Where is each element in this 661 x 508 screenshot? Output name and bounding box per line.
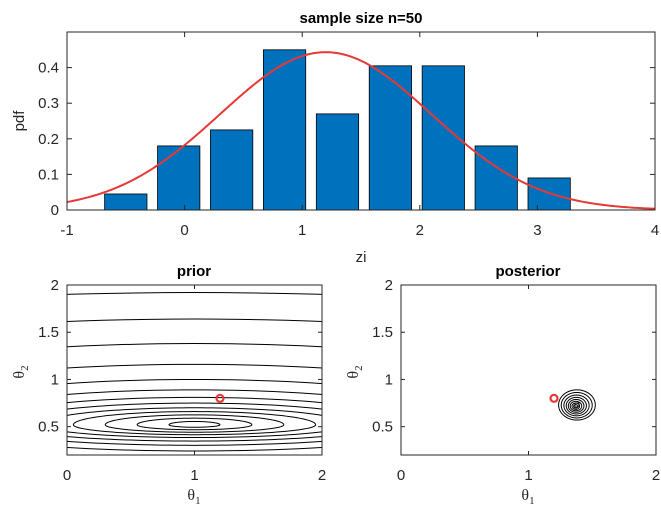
histogram-bar-0 xyxy=(104,193,148,211)
prior-y-label: θ2 xyxy=(11,365,31,378)
prior-true-value-marker xyxy=(215,393,225,403)
posterior-y-tick-label-2: 1.5 xyxy=(372,324,393,341)
prior-x-tick-label-1: 1 xyxy=(190,467,198,484)
histogram-axes-box xyxy=(66,31,656,211)
posterior-y-tick-label-3: 2 xyxy=(385,277,393,294)
posterior-contour-4 xyxy=(567,398,585,413)
posterior-x-label: θ1 xyxy=(521,487,534,507)
histogram-y-tick-label-2: 0.2 xyxy=(38,131,59,148)
histogram-x-tick-label-4: 3 xyxy=(533,222,541,239)
posterior-title: posterior xyxy=(495,263,560,280)
histogram-plot-area xyxy=(66,49,656,211)
prior-x-label-sub: 1 xyxy=(195,495,201,507)
prior-contour-2 xyxy=(104,414,285,433)
histogram-panel: sample size n=50 -1 0 1 2 3 4 00.10.20.30.4 z… xyxy=(11,10,659,266)
prior-contour-4 xyxy=(67,407,322,439)
posterior-y-tick-label-1: 1 xyxy=(385,371,393,388)
histogram-title: sample size n=50 xyxy=(300,10,423,27)
histogram-y-tick-label-0: 0 xyxy=(51,202,59,219)
posterior-y-label-main: θ xyxy=(345,371,362,379)
prior-y-ticks: 0.5 1 1.5 2 xyxy=(38,277,322,436)
prior-title: prior xyxy=(177,263,211,280)
posterior-x-label-main: θ xyxy=(521,487,529,504)
prior-y-tick-label-0: 0.5 xyxy=(38,419,59,436)
posterior-x-tick-label-2: 2 xyxy=(652,467,660,484)
prior-y-label-sub: 2 xyxy=(19,365,31,371)
prior-x-tick-label-0: 0 xyxy=(63,467,71,484)
histogram-bar-4 xyxy=(315,113,360,211)
histogram-y-tick-label-3: 0.3 xyxy=(38,95,59,112)
histogram-x-tick-label-0: -1 xyxy=(60,222,73,239)
prior-contour-1 xyxy=(136,417,253,431)
prior-x-ticks: 0 1 2 xyxy=(63,285,326,484)
prior-y-tick-label-3: 2 xyxy=(51,277,59,294)
posterior-y-tick-label-0: 0.5 xyxy=(372,419,393,436)
prior-contour-3 xyxy=(72,411,317,436)
posterior-contour-6 xyxy=(571,402,581,410)
prior-x-tick-label-2: 2 xyxy=(318,467,326,484)
prior-y-label-main: θ xyxy=(11,371,28,379)
posterior-x-tick-label-1: 1 xyxy=(524,467,532,484)
posterior-x-ticks: 0 1 2 xyxy=(397,285,660,484)
histogram-bar-2 xyxy=(210,129,254,211)
posterior-x-tick-label-0: 0 xyxy=(397,467,405,484)
histogram-y-tick-label-1: 0.1 xyxy=(38,166,59,183)
histogram-y-ticks: 0 0.1 0.2 0.3 0.4 xyxy=(38,60,655,219)
histogram-bar-1 xyxy=(157,145,201,211)
histogram-x-tick-label-1: 0 xyxy=(180,222,188,239)
histogram-y-tick-label-4: 0.4 xyxy=(38,60,59,77)
posterior-contour-5 xyxy=(569,400,583,412)
posterior-contour-7 xyxy=(573,404,579,409)
posterior-true-value-marker xyxy=(549,393,559,403)
histogram-x-tick-label-3: 2 xyxy=(416,222,424,239)
posterior-contour-2 xyxy=(563,394,590,417)
posterior-contour-3 xyxy=(565,396,587,415)
histogram-bar-5 xyxy=(368,65,412,211)
prior-y-tick-label-2: 1.5 xyxy=(38,324,59,341)
prior-y-tick-label-1: 1 xyxy=(51,371,59,388)
posterior-y-ticks: 0.5 1 1.5 2 xyxy=(372,277,656,436)
prior-contour-0 xyxy=(168,420,221,428)
histogram-x-ticks: -1 0 1 2 3 4 xyxy=(60,32,659,239)
posterior-x-label-sub: 1 xyxy=(529,495,535,507)
posterior-contour-1 xyxy=(560,391,593,419)
posterior-contour-0 xyxy=(558,389,596,421)
posterior-mode-point xyxy=(574,402,580,408)
histogram-y-label: pdf xyxy=(11,110,28,132)
histogram-x-label: zi xyxy=(356,249,367,266)
histogram-x-tick-label-5: 4 xyxy=(651,222,659,239)
histogram-x-tick-label-2: 1 xyxy=(298,222,306,239)
posterior-y-label-sub: 2 xyxy=(353,365,365,371)
posterior-contours xyxy=(549,389,596,421)
posterior-y-label: θ2 xyxy=(345,365,365,378)
prior-contour-6 xyxy=(67,396,322,446)
prior-contour-5 xyxy=(67,402,322,442)
normal-pdf-curve xyxy=(66,51,656,210)
prior-x-label-main: θ xyxy=(187,487,195,504)
prior-x-label: θ1 xyxy=(187,487,200,507)
